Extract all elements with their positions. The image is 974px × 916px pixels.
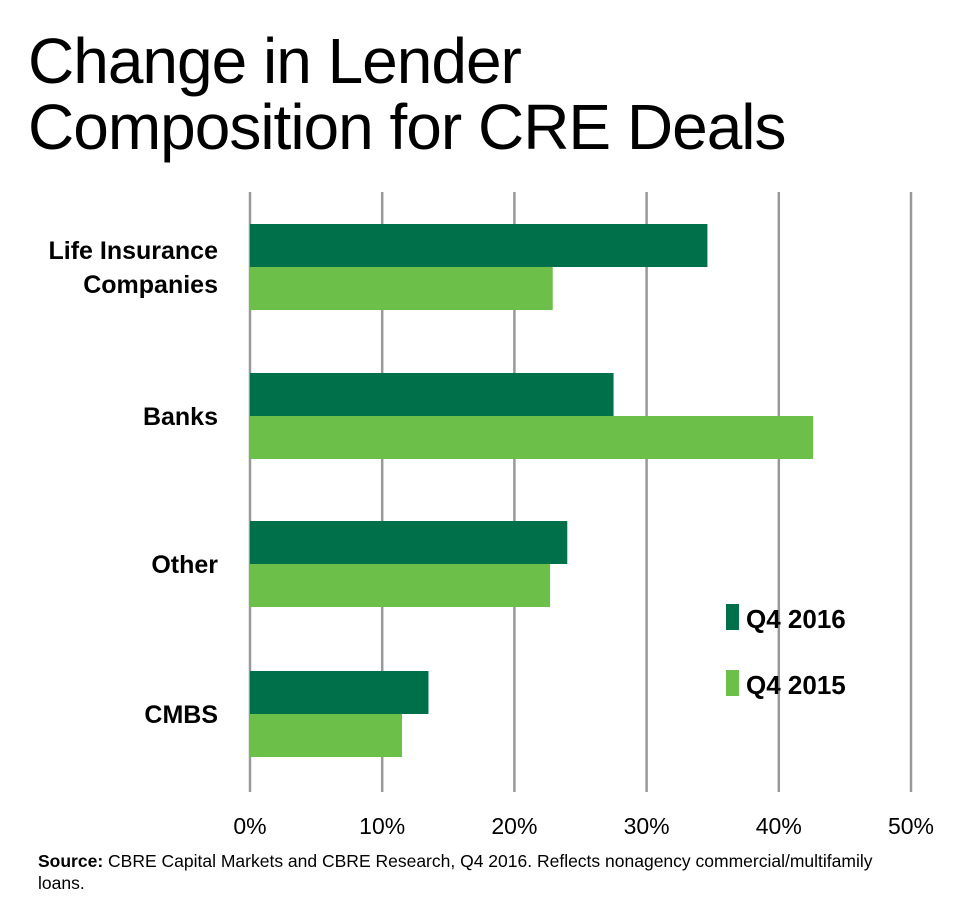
chart-title-line-1: Change in Lender	[28, 25, 522, 97]
category-labels: Life Insurance Companies Banks Other CMBS	[49, 237, 219, 729]
category-label: Companies	[83, 271, 218, 299]
x-tick-label: 20%	[491, 813, 537, 839]
bar-q4-2015-2	[250, 564, 551, 607]
category-label: Banks	[143, 403, 218, 431]
chart-title: Change in Lender Composition for CRE Dea…	[28, 28, 786, 160]
category-label: CMBS	[144, 701, 218, 729]
x-tick-label: 10%	[359, 813, 405, 839]
legend-label: Q4 2015	[746, 670, 846, 700]
x-tick-label: 0%	[233, 813, 266, 839]
category-label: Life Insurance	[49, 237, 219, 265]
bar-q4-2016-0	[250, 224, 708, 267]
category-label: Other	[151, 551, 218, 579]
bar-q4-2016-1	[250, 373, 614, 416]
legend-swatch-q4-2016	[726, 604, 739, 630]
source-note: Source: CBRE Capital Markets and CBRE Re…	[38, 850, 898, 894]
x-axis-tick-labels: 0% 10% 20% 30% 40% 50%	[233, 813, 934, 839]
x-tick-label: 50%	[888, 813, 934, 839]
bar-q4-2015-0	[250, 267, 553, 310]
bar-q4-2015-1	[250, 416, 814, 459]
legend-label: Q4 2016	[746, 604, 846, 634]
legend-swatch-q4-2015	[726, 670, 739, 696]
source-text: CBRE Capital Markets and CBRE Research, …	[38, 851, 873, 893]
source-label: Source:	[38, 851, 104, 871]
bar-q4-2015-3	[250, 714, 403, 757]
legend: Q4 2016 Q4 2015	[726, 604, 846, 700]
bar-q4-2016-3	[250, 671, 429, 714]
x-tick-label: 30%	[624, 813, 670, 839]
chart-title-line-2: Composition for CRE Deals	[28, 91, 786, 163]
bar-q4-2016-2	[250, 521, 568, 564]
bars	[250, 224, 814, 757]
x-tick-label: 40%	[756, 813, 802, 839]
